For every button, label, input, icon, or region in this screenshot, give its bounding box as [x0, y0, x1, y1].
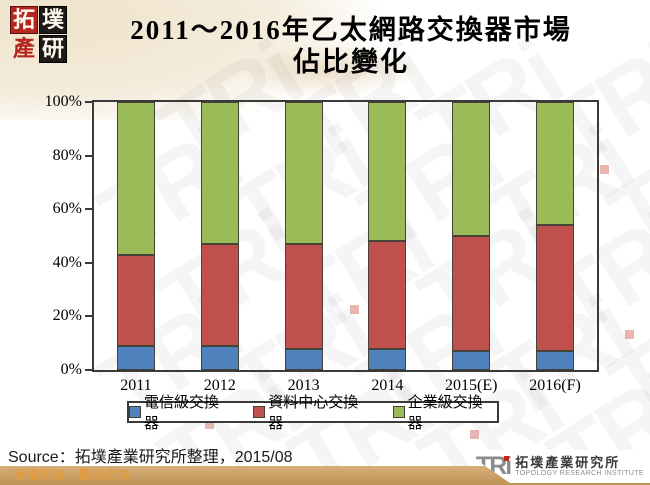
- legend-item-企業級交換器: 企業級交換器: [392, 391, 497, 433]
- bar-segment-企業級交換器: [452, 102, 491, 237]
- bar-segment-資料中心交換器: [536, 225, 575, 352]
- legend-swatch-icon: [129, 406, 141, 418]
- bar-2014: [368, 102, 407, 370]
- bar-segment-企業級交換器: [200, 102, 239, 245]
- bar-segment-電信級交換器: [452, 351, 491, 370]
- title-line-2: 佔比變化: [293, 47, 409, 77]
- y-tick-label-100%: 100%: [44, 93, 82, 110]
- y-tick-label-80%: 80%: [52, 146, 82, 164]
- bar-segment-資料中心交換器: [284, 244, 323, 349]
- tri-names: 拓墣產業研究所 TOPOLOGY RESEARCH INSTITUTE: [515, 454, 644, 478]
- bar-2016(F): [536, 102, 575, 370]
- legend-swatch-icon: [253, 406, 266, 418]
- bar-2011: [116, 102, 155, 370]
- logo-char-1: 拓: [10, 6, 38, 34]
- bar-2012: [200, 102, 239, 370]
- footer-bar: [0, 466, 650, 485]
- bar-2015(E): [452, 102, 491, 370]
- y-tick-label-20%: 20%: [52, 307, 82, 325]
- legend: 電信級交換器 資料中心交換器 企業級交換器: [127, 395, 499, 432]
- x-tick-label-2015(E): 2015(E): [445, 377, 498, 394]
- bar-2013: [284, 102, 323, 370]
- x-tick-label-2012: 2012: [203, 377, 236, 394]
- logo-char-3: 產: [12, 36, 35, 61]
- y-tick-mark: [85, 369, 92, 371]
- x-tick-label-2014: 2014: [371, 377, 404, 394]
- page-title: 2011～2016年乙太網路交換器市場 佔比變化: [52, 14, 650, 78]
- bar-segment-企業級交換器: [368, 102, 407, 242]
- y-tick-mark: [85, 101, 92, 103]
- y-tick-mark: [85, 154, 92, 157]
- bar-segment-資料中心交換器: [116, 254, 155, 346]
- bar-segment-資料中心交換器: [452, 236, 491, 352]
- bar-segment-資料中心交換器: [200, 244, 239, 346]
- bar-segment-電信級交換器: [368, 348, 407, 370]
- bar-segment-企業級交換器: [536, 102, 575, 226]
- legend-label: 資料中心交換器: [268, 395, 359, 432]
- bar-segment-資料中心交換器: [368, 241, 407, 349]
- bar-segment-電信級交換器: [536, 351, 575, 370]
- tri-red-dot-icon: [504, 456, 510, 461]
- title-line-1: 2011～2016年乙太網路交換器市場: [130, 15, 572, 45]
- y-tick-mark: [85, 208, 92, 211]
- legend-label: 企業級交換器: [407, 395, 483, 432]
- logo-char-2: 墣: [39, 6, 67, 34]
- legend-item-電信級交換器: 電信級交換器: [129, 391, 233, 433]
- legend-swatch-icon: [392, 406, 405, 418]
- logo-char-4: 研: [39, 35, 67, 63]
- y-tick-label-60%: 60%: [52, 200, 82, 218]
- legend-label: 電信級交換器: [143, 395, 219, 432]
- tri-square-logo: 拓 墣 產 研: [10, 6, 68, 64]
- bar-segment-企業級交換器: [284, 102, 323, 245]
- tri-name-english: TOPOLOGY RESEARCH INSTITUTE: [515, 469, 644, 477]
- copyright-text: 版權所有．翻印必究: [14, 468, 132, 482]
- bar-segment-電信級交換器: [200, 345, 239, 370]
- tri-name-chinese: 拓墣產業研究所: [515, 454, 621, 470]
- y-tick-label-0%: 0%: [60, 361, 82, 378]
- y-tick-label-40%: 40%: [52, 253, 82, 271]
- bar-segment-電信級交換器: [116, 345, 155, 370]
- plot-area: [92, 100, 599, 372]
- x-tick-label-2016(F): 2016(F): [529, 377, 581, 394]
- y-tick-mark: [85, 315, 92, 318]
- source-note: Source：拓墣產業研究所整理，2015/08: [8, 449, 293, 466]
- x-tick-label-2013: 2013: [287, 377, 320, 394]
- legend-item-資料中心交換器: 資料中心交換器: [253, 391, 372, 433]
- bar-segment-電信級交換器: [284, 348, 323, 370]
- bar-segment-企業級交換器: [116, 102, 155, 255]
- x-tick-label-2011: 2011: [120, 377, 152, 394]
- y-tick-mark: [85, 261, 92, 264]
